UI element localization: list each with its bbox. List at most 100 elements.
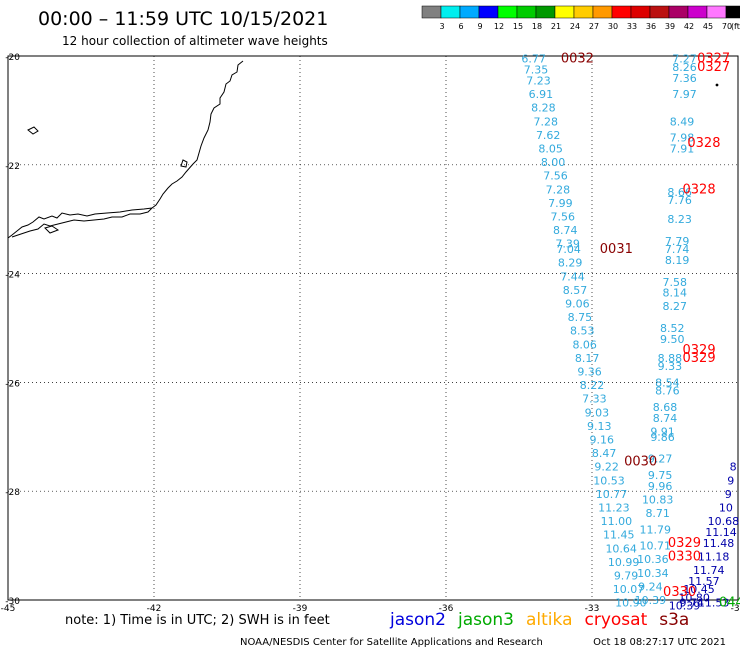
pass-id-label: 0329 xyxy=(683,351,716,366)
island-dot xyxy=(715,83,719,87)
wave-height-label: 11.23 xyxy=(598,502,630,515)
legend-cryosat: cryosat xyxy=(585,610,648,630)
wave-height-label: 11.00 xyxy=(601,515,633,528)
wave-height-label: 7.58 xyxy=(662,276,687,289)
wave-height-label: 9.06 xyxy=(565,298,590,311)
wave-height-label: 8.23 xyxy=(667,213,692,226)
colorbar-swatch xyxy=(459,5,480,19)
wave-height-label: 8.22 xyxy=(580,379,605,392)
wave-height-label: 9 xyxy=(727,474,734,487)
wave-height-label: 8.28 xyxy=(531,102,556,115)
colorbar-swatch xyxy=(592,5,613,19)
wave-height-label: 8.26 xyxy=(672,61,697,74)
wave-height-label: 7.62 xyxy=(536,129,561,142)
wave-height-label: 9.33 xyxy=(658,360,683,373)
wave-height-label: 10.99 xyxy=(608,556,640,569)
wave-height-label: 9.79 xyxy=(614,570,639,583)
wave-height-label: 7.28 xyxy=(546,183,571,196)
y-tick-label: -24 xyxy=(5,271,20,281)
wave-height-label: 10.68 xyxy=(708,515,740,528)
colorbar-tick-label: 27 xyxy=(589,22,599,31)
wave-height-label: 9.86 xyxy=(650,431,675,444)
wave-height-label: 10.34 xyxy=(637,567,669,580)
footer-note: note: 1) Time is in UTC; 2) SWH is in fe… xyxy=(65,613,330,628)
coastline xyxy=(7,60,719,239)
colorbar-swatch xyxy=(535,5,556,19)
colorbar-swatch xyxy=(706,5,727,19)
wave-height-label: 8.52 xyxy=(660,322,685,335)
wave-height-label: 8.06 xyxy=(572,338,597,351)
x-tick-label: -39 xyxy=(293,604,308,614)
wave-height-label: 10.64 xyxy=(605,542,637,555)
wave-height-label: 7.27 xyxy=(672,53,697,66)
wave-height-label: 8.57 xyxy=(563,284,588,297)
wave-height-label: 9.24 xyxy=(638,580,663,593)
wave-height-label: 9 xyxy=(725,488,732,501)
wave-height-label: 11.14 xyxy=(705,526,737,539)
pass-id-label: 0443 xyxy=(719,596,740,611)
map-subtitle: 12 hour collection of altimeter wave hei… xyxy=(62,34,328,48)
wave-height-label: 10.07 xyxy=(613,583,645,596)
pass-id-label: 0327 xyxy=(697,52,730,67)
colorbar-tick-label: 42 xyxy=(684,22,694,31)
wave-height-label: 11.18 xyxy=(698,550,730,563)
colorbar-swatch xyxy=(573,5,594,19)
wave-height-label: 11.45 xyxy=(603,529,635,542)
colorbar-tick-label: 9 xyxy=(477,22,482,31)
wave-height-label: 9.36 xyxy=(577,366,602,379)
wave-height-label: 7.36 xyxy=(672,72,697,85)
coastline-islet xyxy=(180,159,188,168)
wave-height-label: 7.39 xyxy=(555,238,580,251)
wave-height-label: 10 xyxy=(719,502,733,515)
wave-height-label: 8.76 xyxy=(655,385,680,398)
colorbar-tick-label: 33 xyxy=(627,22,637,31)
colorbar-tick-label: 36 xyxy=(646,22,656,31)
x-tick-label: -33 xyxy=(585,604,600,614)
wave-height-label: 10.45 xyxy=(683,583,715,596)
wave-height-label: 9.27 xyxy=(648,453,673,466)
pass-id-label: 0330 xyxy=(668,549,701,564)
footer-credit: NOAA/NESDIS Center for Satellite Applica… xyxy=(240,637,543,648)
wave-height-label: 10.80 xyxy=(678,591,710,604)
wave-height-label: 7.33 xyxy=(582,393,607,406)
wave-height-label: 8.19 xyxy=(665,254,690,267)
pass-id-label: 0032 xyxy=(561,52,594,67)
colorbar-swatch xyxy=(649,5,670,19)
wave-height-label: 7.35 xyxy=(524,64,549,77)
wave-height-label: 10.83 xyxy=(642,493,674,506)
footer-timestamp: Oct 18 08:27:17 UTC 2021 xyxy=(593,637,726,648)
wave-height-label: 8.29 xyxy=(558,257,583,270)
colorbar-tick-label: 12 xyxy=(494,22,504,31)
y-tick-label: -22 xyxy=(5,162,20,172)
wave-height-label: 8 xyxy=(730,461,737,474)
x-tick-label: -42 xyxy=(147,604,162,614)
colorbar-swatch xyxy=(630,5,651,19)
wave-height-label: 9.74 xyxy=(680,597,705,610)
y-tick-label: -30 xyxy=(5,597,20,607)
wave-height-label: 8.54 xyxy=(655,376,680,389)
colorbar-swatch xyxy=(440,5,461,19)
legend-jason3: jason3 xyxy=(457,610,514,630)
wave-height-label: 8.71 xyxy=(645,507,670,520)
pass-labels: 0032 032703270328032800310329032900300329… xyxy=(561,52,740,611)
pass-id-label: 0328 xyxy=(683,182,716,197)
colorbar-tick-label: 21 xyxy=(551,22,561,31)
wave-height-label: 9.75 xyxy=(648,469,673,482)
wave-height-label: 11.53 xyxy=(698,597,730,610)
axis-labels: -45 -42 -39 -36 -33 -30 -20 -22 -24 -26 -28 -30 xyxy=(1,53,740,614)
colorbar-tick-label: 6 xyxy=(458,22,463,31)
wave-height-label: 8.14 xyxy=(662,287,687,300)
wave-height-label: 9.13 xyxy=(587,420,612,433)
wave-height-label: 10.53 xyxy=(593,474,625,487)
wave-height-label: 7.91 xyxy=(670,142,695,155)
y-tick-label: -28 xyxy=(5,488,20,498)
wave-height-label: 8.17 xyxy=(575,352,600,365)
wave-height-label: 8.27 xyxy=(662,300,687,313)
wave-height-label: 8.88 xyxy=(658,352,683,365)
wave-height-label: 7.23 xyxy=(526,74,551,87)
colorbar-swatch xyxy=(421,5,442,19)
wave-height-label: 8.00 xyxy=(541,156,566,169)
wave-height-label: 10.36 xyxy=(637,553,669,566)
wave-height-label: 7.79 xyxy=(665,235,690,248)
colorbar-swatch xyxy=(554,5,575,19)
